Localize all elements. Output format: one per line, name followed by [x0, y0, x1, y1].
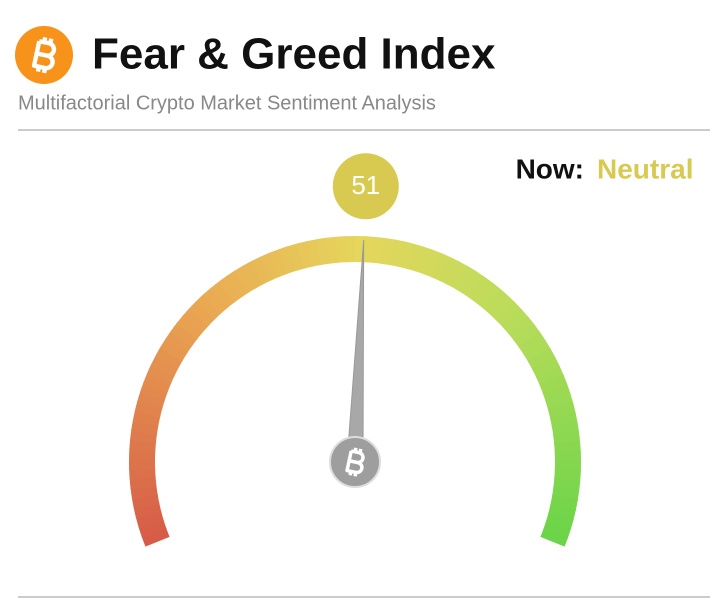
gauge-arc-segment — [129, 467, 156, 481]
logo — [15, 26, 73, 84]
gauge-arc-segment — [138, 518, 167, 538]
value-bubble — [332, 153, 399, 220]
gauge-arc-segment — [389, 239, 406, 268]
gauge-arc-segment — [554, 450, 581, 463]
gauge-arc-segment — [527, 348, 556, 371]
gauge-arc-segment — [431, 253, 452, 282]
gauge-arc-segment — [251, 256, 273, 285]
gauge-arc-segment — [495, 301, 523, 328]
needle — [346, 240, 365, 463]
gauge-arc-segment — [188, 300, 216, 327]
gauge-arc-segment — [176, 314, 204, 340]
gauge-arc-segment — [143, 372, 172, 393]
value-label: 51 — [351, 170, 380, 200]
gauge-arc-segment — [554, 460, 581, 473]
gauge-arc-segment — [182, 307, 210, 333]
title: Fear & Greed Index — [92, 30, 496, 79]
gauge-arc-segment — [170, 322, 198, 347]
gauge-arc-segment — [398, 241, 416, 270]
gauge-arc-segment — [159, 338, 188, 362]
gauge-arc-segment — [531, 356, 561, 379]
gauge-arc-segment — [542, 383, 571, 403]
gauge-arc-segment — [234, 265, 257, 294]
gauge-arc-segment — [135, 510, 164, 529]
gauge-arc-segment — [548, 503, 577, 521]
gauge-arc-segment — [242, 260, 265, 289]
gauge-arc-segment — [446, 261, 470, 290]
classification: Neutral — [597, 153, 693, 184]
gauge-arc-segment — [225, 270, 250, 298]
gauge-arc-segment — [523, 339, 552, 363]
gauge-arc-segment — [539, 374, 568, 395]
now-label: Now: — [516, 153, 584, 184]
gauge-arc-segment — [545, 392, 574, 411]
gauge-arc-segment — [335, 236, 349, 263]
gauge-arc-segment — [129, 448, 156, 461]
gauge-arc-segment — [414, 246, 434, 275]
gauge-arc-segment — [462, 271, 486, 299]
gauge-arc-segment — [550, 495, 578, 512]
gauge-arc-segment — [141, 527, 170, 547]
gauge-arc-segment — [325, 236, 340, 264]
gauge-arc-segment — [507, 316, 535, 341]
gauge-arc-segment — [287, 243, 306, 272]
gauge-arc-segment — [202, 287, 229, 315]
subtitle: Multifactorial Crypto Market Sentiment A… — [18, 92, 436, 114]
gauge-arc-segment — [132, 409, 161, 427]
gauge-arc-segment — [454, 266, 478, 294]
gauge-arc-segment — [489, 294, 516, 322]
gauge-arc-segment — [554, 440, 581, 454]
gauge-arc-segment — [137, 390, 166, 410]
gauge-arc-segment — [345, 235, 357, 263]
gauge-arc-segment — [535, 365, 565, 387]
gauge-arc-segment — [210, 281, 236, 309]
gauge-arc-segment — [139, 381, 169, 401]
gauge-arc-segment — [439, 256, 461, 286]
gauge-arc-segment — [129, 476, 157, 490]
gauge-arc-segment — [134, 400, 163, 418]
gauge-arc-segment — [259, 252, 281, 281]
gauge-arc-segment — [518, 331, 547, 356]
gauge-arc-segment — [150, 354, 179, 377]
gauge-arc-segment — [129, 458, 156, 471]
gauge: 51 — [129, 153, 581, 547]
gauge-arc-segment — [268, 248, 289, 278]
gauge-arc-segment — [476, 282, 502, 310]
gauge-arc-segment — [155, 346, 184, 369]
gauge-arc-segment — [217, 275, 243, 303]
gauge-arc-segment — [146, 363, 175, 385]
gauge-arc-segment — [278, 245, 297, 274]
gauge-arc-segment — [469, 276, 494, 305]
gauge-arc-segment — [501, 308, 529, 335]
gauge-arc-segment — [540, 528, 569, 547]
gauge-arc-segment — [545, 512, 574, 531]
gauge-arc-segment — [164, 329, 193, 354]
gauge-arc-segment — [406, 243, 425, 272]
gauge-arc-segment — [423, 249, 443, 278]
gauge-arc-segment — [483, 288, 509, 316]
gauge-arc-segment — [513, 323, 541, 349]
gauge-arc-segment — [542, 520, 572, 540]
gauge-arc-segment — [195, 293, 222, 321]
